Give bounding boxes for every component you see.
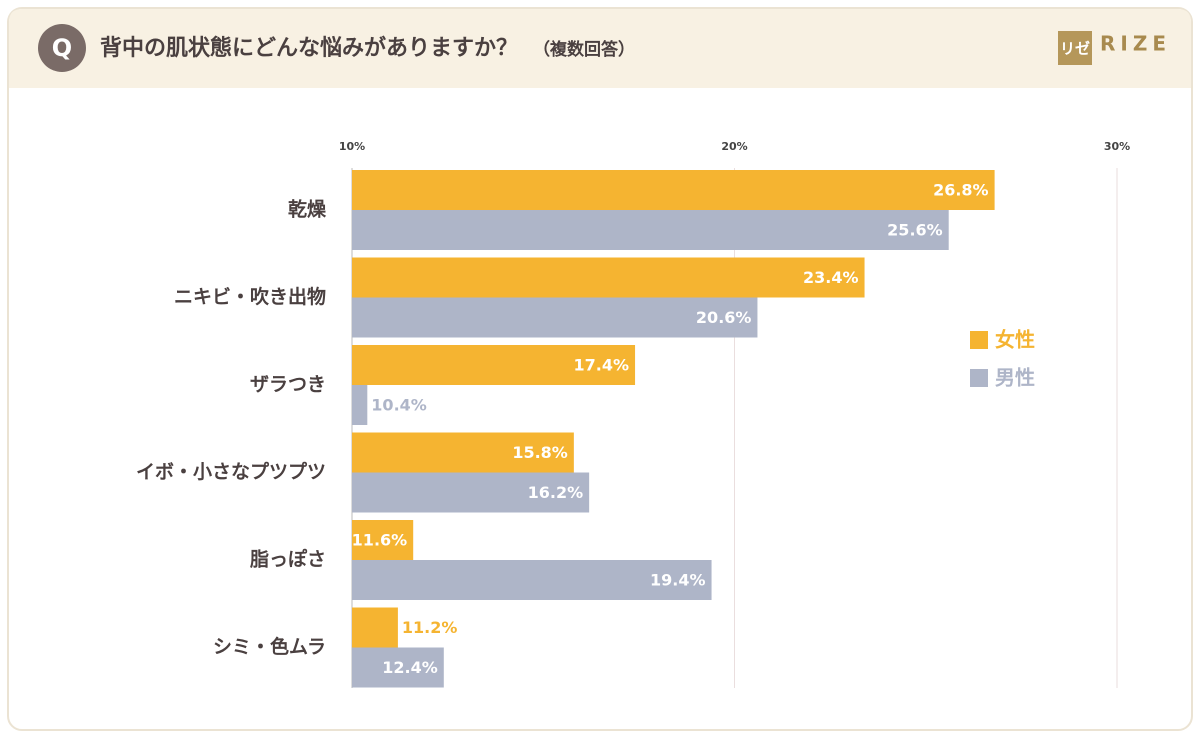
value-label: 11.6% [352,531,408,550]
category-label: ザラつき [250,374,326,396]
chart-subtitle: （複数回答） [533,39,635,60]
bar [352,345,636,385]
legend-label: 男性 [995,366,1035,390]
q-letter: Q [52,34,72,62]
bar [352,170,995,210]
bar [352,607,398,648]
category-label: イボ・小さなプツプツ [136,460,326,483]
bar [352,472,590,513]
legend-swatch [970,369,988,387]
x-tick-label: 20% [721,140,747,153]
value-label: 10.4% [371,396,427,415]
value-label: 20.6% [696,308,752,327]
value-label: 15.8% [512,443,568,462]
legend-swatch [970,331,988,349]
q-badge [38,24,86,72]
value-label: 11.2% [402,618,458,637]
bar [352,385,368,425]
x-tick-label: 30% [1104,140,1130,153]
bar [352,297,758,338]
value-label: 12.4% [382,658,438,677]
value-label: 19.4% [650,571,706,590]
value-label: 23.4% [803,268,859,287]
value-label: 17.4% [574,356,630,375]
value-label: 25.6% [887,221,943,240]
chart-title: 背中の肌状態にどんな悩みがありますか？ [100,35,518,61]
value-label: 26.8% [933,181,989,200]
bar [352,520,414,560]
category-label: ニキビ・吹き出物 [174,285,326,308]
category-label: 脂っぽさ [250,548,326,571]
bar [352,432,574,473]
legend-label: 女性 [995,328,1035,352]
x-tick-label: 10% [339,140,365,153]
header [9,9,1191,88]
bar [352,210,949,250]
category-label: 乾燥 [288,198,327,221]
logo-text: RIZE [1100,32,1171,56]
logo-box [1058,31,1092,65]
logo-mark: リゼ [1060,40,1090,58]
bar [352,257,865,298]
bar [352,647,444,688]
category-label: シミ・色ムラ [213,635,326,658]
bar [352,560,712,600]
value-label: 16.2% [528,483,584,502]
